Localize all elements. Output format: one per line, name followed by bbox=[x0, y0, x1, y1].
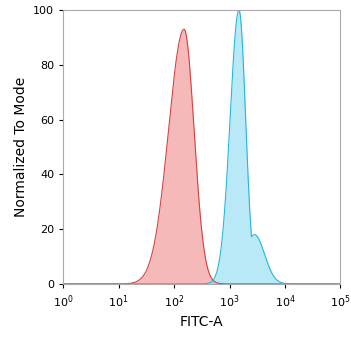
X-axis label: FITC-A: FITC-A bbox=[180, 315, 224, 329]
Y-axis label: Normalized To Mode: Normalized To Mode bbox=[14, 77, 28, 217]
